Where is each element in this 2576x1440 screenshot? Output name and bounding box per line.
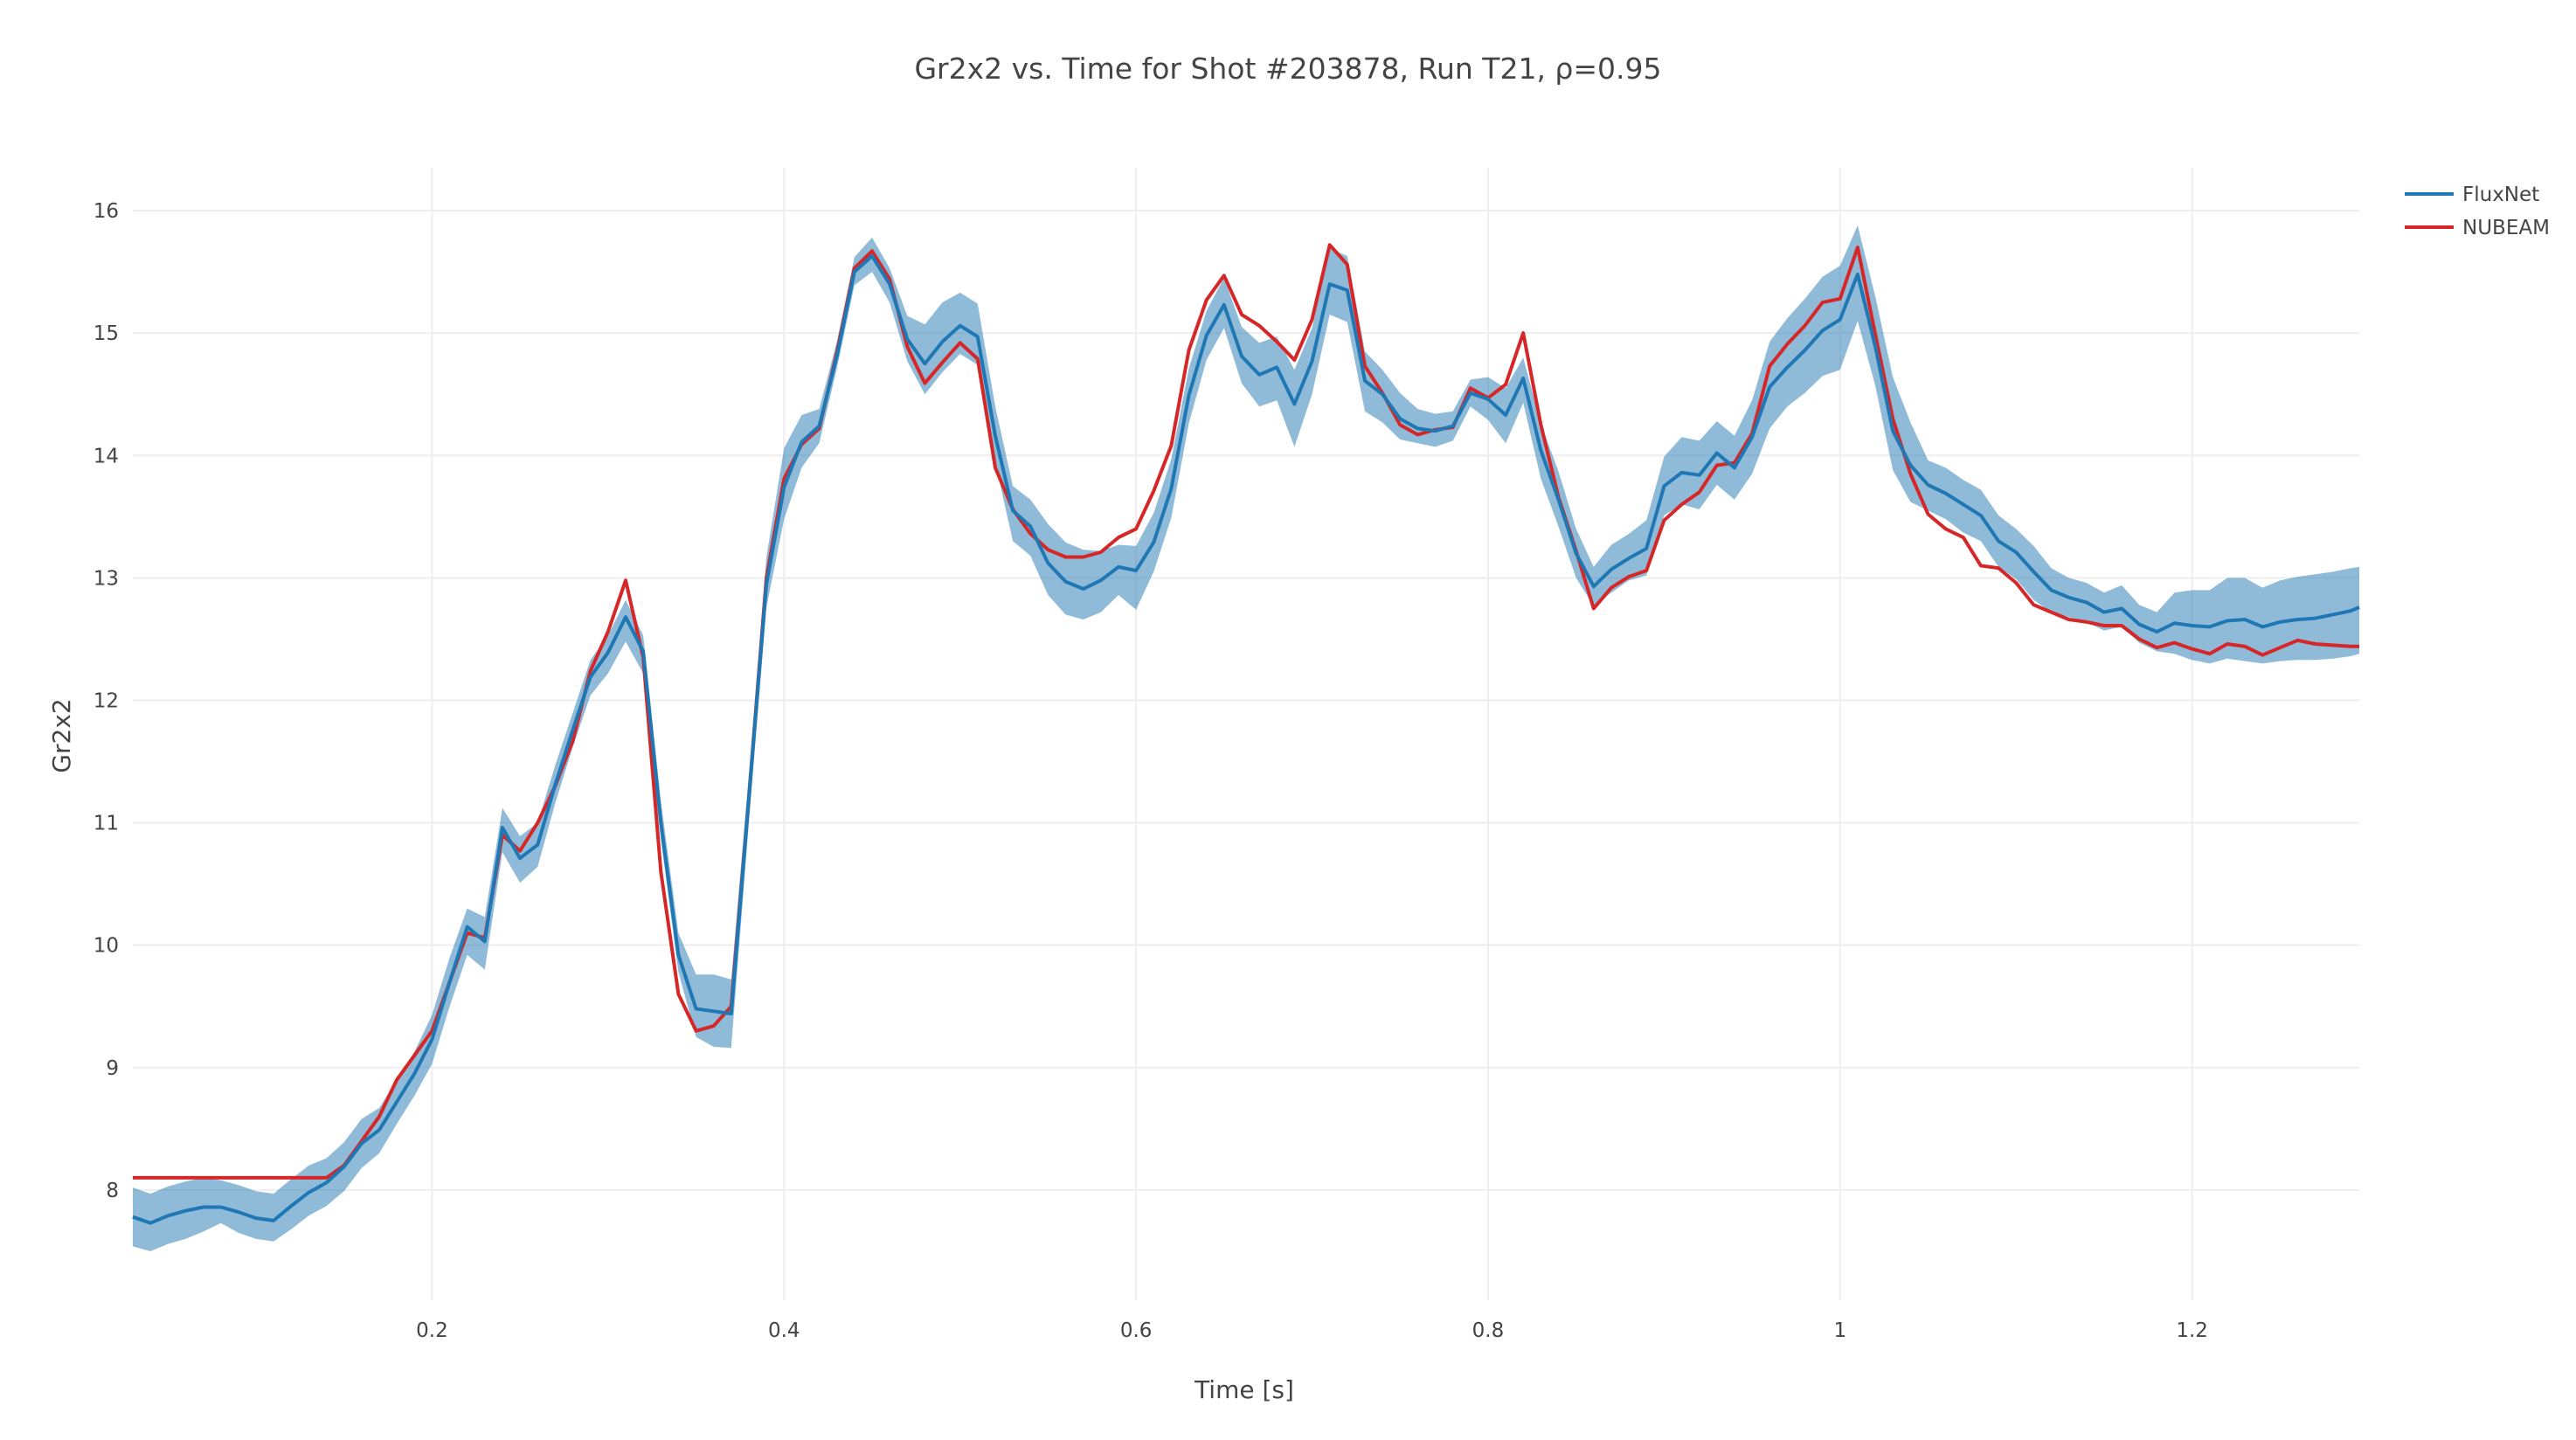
- y-tick-label: 11: [93, 813, 119, 835]
- y-tick-label: 8: [106, 1180, 119, 1202]
- x-tick-label: 0.4: [768, 1319, 800, 1342]
- x-tick-label: 0.2: [416, 1319, 448, 1342]
- legend-label-nubeam: NUBEAM: [2462, 217, 2550, 239]
- y-axis-ticks: 8 9 10 11 12 13 14 15 16: [93, 200, 119, 1202]
- y-tick-label: 12: [93, 689, 119, 712]
- uncertainty-band-layer: [133, 225, 2359, 1251]
- legend: FluxNet NUBEAM: [2405, 183, 2550, 239]
- x-tick-label: 1: [1833, 1319, 1846, 1342]
- fluxnet-line: [132, 253, 2360, 1225]
- legend-label-fluxnet: FluxNet: [2462, 183, 2539, 206]
- y-tick-label: 14: [93, 445, 119, 467]
- x-axis-ticks: 0.2 0.4 0.6 0.8 1 1.2: [416, 1319, 2208, 1342]
- x-tick-label: 0.6: [1120, 1319, 1153, 1342]
- series-lines: [132, 243, 2360, 1225]
- nubeam-line: [133, 243, 2359, 1180]
- y-tick-label: 10: [93, 935, 119, 958]
- y-tick-label: 16: [93, 200, 119, 223]
- x-tick-label: 0.8: [1472, 1319, 1505, 1342]
- fluxnet-uncertainty-band: [133, 225, 2359, 1251]
- x-axis-title: Time [s]: [1194, 1375, 1294, 1404]
- chart-title: Gr2x2 vs. Time for Shot #203878, Run T21…: [914, 52, 1661, 86]
- y-axis-title: Gr2x2: [47, 698, 76, 772]
- y-tick-label: 13: [93, 567, 119, 590]
- x-tick-label: 1.2: [2176, 1319, 2208, 1342]
- y-tick-label: 9: [106, 1057, 119, 1080]
- y-tick-label: 15: [93, 322, 119, 345]
